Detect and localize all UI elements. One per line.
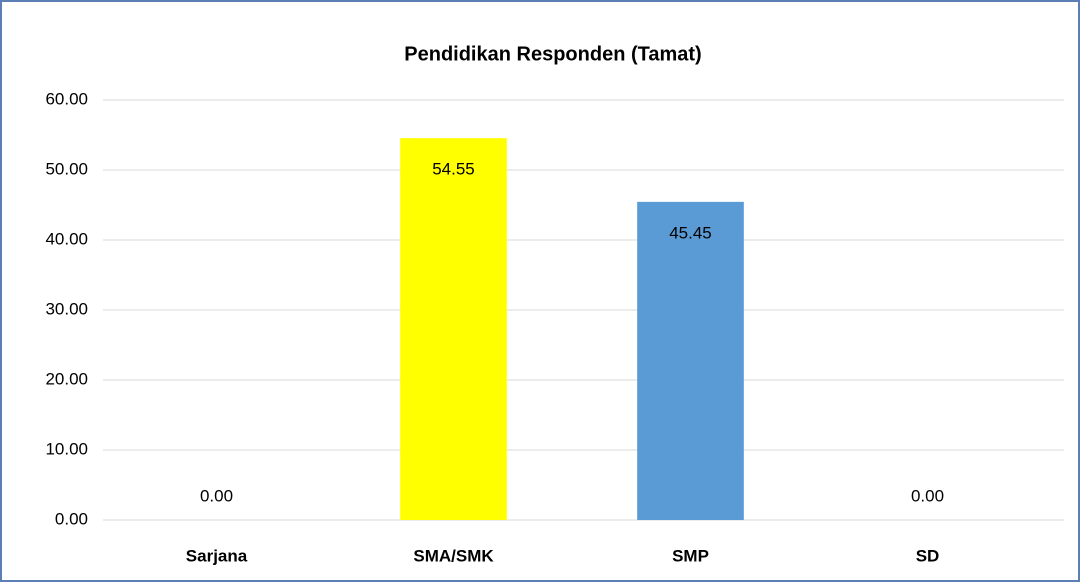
y-tick-label: 40.00 xyxy=(45,229,88,248)
y-tick-label: 30.00 xyxy=(45,299,88,318)
bar xyxy=(400,138,507,520)
x-tick-label: Sarjana xyxy=(186,546,248,565)
x-tick-label: SMA/SMK xyxy=(413,546,494,565)
chart-title: Pendidikan Responden (Tamat) xyxy=(404,43,701,65)
x-tick-label: SD xyxy=(916,546,940,565)
y-tick-label: 10.00 xyxy=(45,439,88,458)
data-label: 0.00 xyxy=(911,486,944,505)
x-tick-label: SMP xyxy=(672,546,709,565)
data-label: 45.45 xyxy=(669,223,712,242)
data-label: 54.55 xyxy=(432,160,475,179)
bar xyxy=(637,201,744,520)
y-tick-label: 0.00 xyxy=(55,509,88,528)
y-tick-label: 20.00 xyxy=(45,369,88,388)
y-tick-label: 50.00 xyxy=(45,159,88,178)
data-label: 0.00 xyxy=(200,486,233,505)
y-tick-label: 60.00 xyxy=(45,89,88,108)
